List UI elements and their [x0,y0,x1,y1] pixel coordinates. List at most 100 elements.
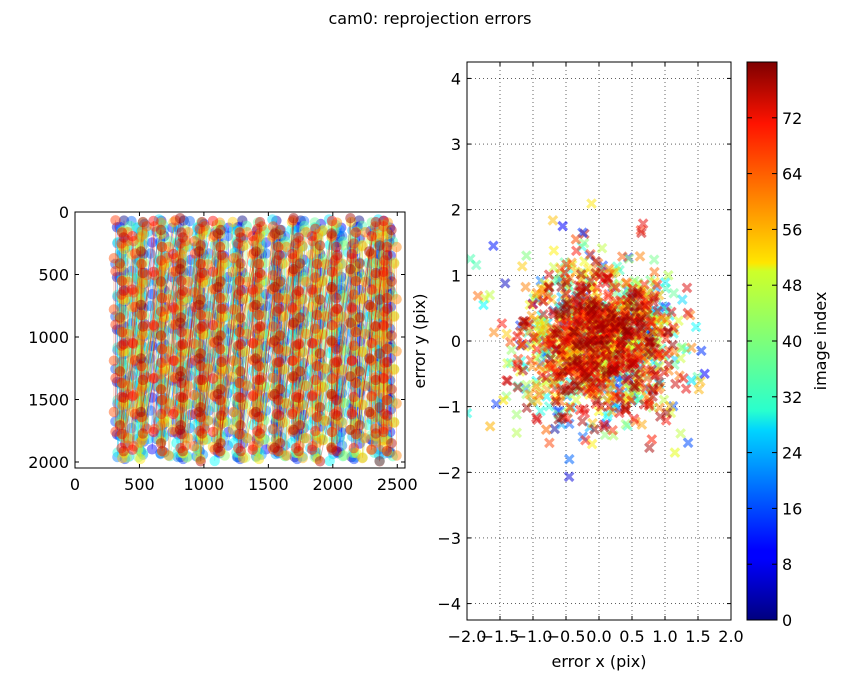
detected-corner-point [158,417,169,428]
reprojection-error-marker [563,471,575,483]
detected-corner-point [271,374,282,385]
detected-corner-point [307,389,318,401]
detected-corner-point [279,240,290,251]
detected-corner-point [196,374,208,386]
detected-corner-point [198,357,209,368]
error-plot-marks [467,198,710,483]
detected-corner-point [342,354,354,365]
image-trace-line [136,229,380,461]
detected-corner-point [194,225,205,237]
detected-corner-point [286,216,298,228]
detected-corner-point [326,389,337,400]
detected-corner-point [133,282,145,294]
reprojection-error-marker [623,253,635,264]
detected-corner-point [377,225,388,237]
detected-corner-point [287,253,298,264]
detected-corner-point [310,380,321,391]
detected-corner-point [273,241,284,253]
detected-corner-point [324,455,335,467]
detected-corner-point [211,226,222,237]
detected-corner-point [350,311,361,322]
detected-corner-point [247,301,258,313]
detected-corner-point [183,380,194,392]
detected-corner-point [270,275,281,286]
detected-corner-point [155,266,167,277]
detected-corner-point [232,327,243,338]
detected-corner-point [163,241,174,253]
detected-corner-point [202,415,214,426]
detected-corner-point [252,429,264,441]
detected-corner-point [382,356,393,368]
detected-corner-point [118,266,130,278]
detected-corner-point [252,425,263,437]
detected-corner-point [231,363,242,375]
points-plot-frame [74,211,406,469]
detected-corner-point [138,379,149,391]
detected-corner-point [272,289,283,300]
detected-corner-point [117,240,128,252]
detected-corner-point [289,379,301,390]
detected-corner-point [347,447,358,458]
detected-corner-point [384,236,395,248]
image-trace-line [121,220,385,452]
detected-corner-point [329,328,340,339]
detected-corner-point [269,228,280,239]
detected-corner-point [290,340,302,351]
detected-corner-point [194,425,205,437]
detected-corner-point [151,433,162,445]
detected-corner-point [359,227,371,238]
detected-corner-point [196,216,208,228]
image-trace-line [124,223,392,444]
reprojection-error-marker [695,375,706,387]
reprojection-error-marker [682,437,694,449]
reprojection-error-marker [585,383,596,394]
detected-corner-point [133,392,144,403]
detected-corner-point [331,394,343,405]
detected-corner-point [137,321,149,332]
detected-corner-point [177,359,188,370]
detected-corner-point [290,237,301,248]
detected-corner-point [217,417,229,428]
detected-corner-point [374,348,385,359]
detected-corner-point [211,328,222,340]
detected-corner-point [198,276,209,287]
detected-corner-point [375,248,386,259]
reprojection-error-marker [598,334,609,345]
detected-corner-point [376,416,388,427]
detected-corner-point [354,233,365,244]
colorbar-tick-label: 64 [782,165,802,184]
detected-corner-point [288,317,299,328]
detected-corner-point [145,405,156,416]
detected-corner-point [347,225,358,236]
detected-corner-point [202,259,214,270]
detected-corner-point [131,222,143,234]
detected-corner-point [240,399,251,410]
detected-corner-point [193,309,205,321]
detected-corner-point [260,248,272,259]
detected-corner-point [218,352,229,364]
detected-corner-point [289,451,300,463]
detected-corner-point [240,346,251,357]
detected-corner-point [126,318,137,329]
colorbar-tick-label: 48 [782,276,802,295]
detected-corner-point [184,265,195,277]
detected-corner-point [232,399,243,410]
detected-corner-point [126,370,137,381]
detected-corner-point [351,313,362,325]
detected-corner-point [251,399,262,410]
detected-corner-point [230,409,242,420]
detected-corner-point [377,336,388,348]
detected-corner-point [217,432,228,443]
detected-corner-point [148,320,159,331]
reprojection-error-marker [681,282,693,294]
detected-corner-point [228,437,240,449]
detected-corner-point [215,384,226,395]
image-trace-line [121,231,388,452]
detected-corner-point [297,346,308,358]
detected-corner-point [270,292,281,303]
detected-corner-point [137,341,149,352]
detected-corner-point [155,317,167,328]
detected-corner-point [379,306,390,317]
detected-corner-point [219,292,230,304]
reprojection-error-marker [675,428,686,439]
